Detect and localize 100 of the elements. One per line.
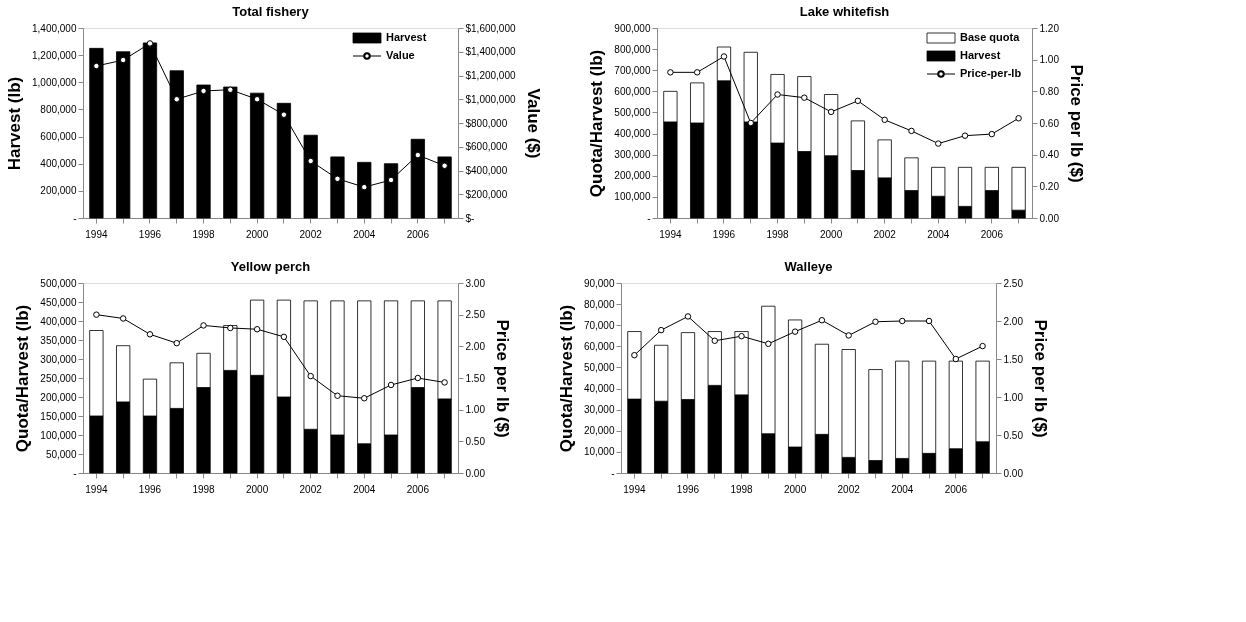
- y2-tick-label: 0.20: [1039, 180, 1060, 192]
- x-tick-label: 2006: [406, 483, 430, 495]
- y-tick-label: 200,000: [40, 391, 77, 403]
- point: [173, 339, 180, 347]
- point: [361, 395, 368, 402]
- point: [961, 132, 969, 139]
- y2-axis-title: Value ($): [523, 88, 543, 159]
- y-tick-label: 500,000: [40, 277, 77, 289]
- point: [119, 315, 127, 322]
- y-tick-label: 70,000: [583, 319, 615, 331]
- y-axis-title: Harvest (lb): [5, 76, 25, 171]
- point: [1015, 115, 1022, 122]
- y-tick-label: 250,000: [40, 372, 77, 384]
- x-tick-label: 2006: [980, 228, 1004, 240]
- point: [908, 127, 915, 135]
- point: [441, 379, 448, 386]
- chart-title: Yellow perch: [230, 259, 311, 274]
- point: [173, 96, 180, 103]
- x-tick-label: 2000: [245, 228, 269, 240]
- legend-label: Base quota: [960, 31, 1021, 43]
- point: [280, 333, 288, 341]
- y2-tick-label: 1.50: [1003, 353, 1024, 365]
- y2-tick-label: 2.50: [1003, 277, 1024, 289]
- chart-title: Walleye: [784, 259, 833, 274]
- y2-tick-label: 1.50: [465, 372, 486, 384]
- point: [935, 140, 942, 147]
- x-tick-label: 1996: [138, 483, 162, 495]
- x-tick-label: 2002: [299, 228, 323, 240]
- point: [765, 340, 772, 348]
- y2-tick-label: 2.50: [465, 309, 486, 321]
- y2-tick-label: 1.00: [1039, 54, 1060, 66]
- point: [227, 324, 234, 332]
- y-tick-label: 800,000: [614, 43, 651, 55]
- y-tick-label: 350,000: [40, 334, 77, 346]
- x-tick-label: 2002: [873, 228, 897, 240]
- y2-tick-label: $400,000: [465, 165, 508, 176]
- point: [791, 328, 799, 335]
- y2-tick-label: 0.40: [1039, 149, 1060, 161]
- y2-tick-label: 3.00: [465, 277, 486, 289]
- x-tick-label: 1998: [192, 228, 216, 240]
- point: [845, 332, 852, 339]
- point: [738, 332, 745, 340]
- y2-axis-title: Price per lb ($): [492, 319, 512, 438]
- x-tick-label: 1996: [138, 228, 162, 240]
- y2-tick-label: 1.20: [1039, 22, 1060, 34]
- point: [711, 337, 718, 344]
- point: [667, 69, 674, 76]
- x-tick-label: 2004: [927, 228, 950, 240]
- y-tick-label: 500,000: [614, 106, 651, 118]
- y2-tick-label: 2.00: [465, 340, 486, 352]
- y-axis-title: Quota/Harvest (lb): [587, 49, 607, 198]
- x-tick-label: 1998: [192, 483, 216, 495]
- point: [693, 69, 701, 76]
- x-tick-label: 2002: [299, 483, 323, 495]
- point: [774, 91, 781, 98]
- point: [93, 62, 100, 70]
- y2-tick-label: $200,000: [465, 188, 508, 200]
- y-tick-label: -: [73, 467, 77, 479]
- legend-label: Price-per-lb: [960, 67, 1022, 79]
- point: [387, 176, 395, 184]
- y2-tick-label: 0.50: [1003, 429, 1024, 441]
- y2-tick-label: 0.80: [1039, 85, 1060, 97]
- y-tick-label: 450,000: [40, 296, 77, 308]
- y-tick-label: 400,000: [40, 158, 77, 170]
- y2-tick-label: 0.00: [465, 467, 486, 479]
- point: [818, 317, 826, 324]
- y-tick-label: 60,000: [583, 340, 615, 352]
- y2-tick-label: $1,600,000: [465, 22, 516, 34]
- point: [227, 86, 234, 93]
- point: [872, 318, 879, 325]
- x-tick-label: 1998: [766, 228, 790, 240]
- x-tick-label: 1994: [623, 483, 646, 495]
- y2-tick-label: $-: [465, 212, 475, 224]
- y2-axis-title: Price per lb ($): [1066, 64, 1086, 183]
- legend-label: Value: [386, 49, 415, 61]
- y2-axis-title: Price per lb ($): [1030, 319, 1050, 438]
- point: [441, 162, 448, 169]
- y-tick-label: 200,000: [40, 185, 77, 197]
- point: [280, 111, 288, 118]
- y-tick-label: 40,000: [583, 383, 615, 395]
- x-tick-label: 2004: [353, 228, 376, 240]
- point: [307, 157, 314, 165]
- y2-tick-label: $1,400,000: [465, 46, 516, 58]
- point: [200, 87, 207, 95]
- point: [801, 94, 808, 101]
- x-tick-label: 2006: [944, 483, 968, 495]
- point: [334, 392, 341, 399]
- x-tick-label: 2000: [783, 483, 807, 495]
- x-tick-label: 1994: [659, 228, 682, 240]
- y-tick-label: 20,000: [583, 425, 615, 437]
- y-tick-label: 50,000: [583, 361, 615, 373]
- x-tick-label: 1994: [85, 228, 108, 240]
- point: [979, 342, 986, 350]
- y2-tick-label: 0.50: [465, 435, 486, 447]
- x-tick-label: 1996: [676, 483, 700, 495]
- point: [146, 40, 154, 47]
- point: [414, 374, 422, 382]
- y-tick-label: 1,400,000: [32, 22, 77, 34]
- y2-tick-label: 0.60: [1039, 117, 1060, 129]
- y2-tick-label: $600,000: [465, 141, 508, 153]
